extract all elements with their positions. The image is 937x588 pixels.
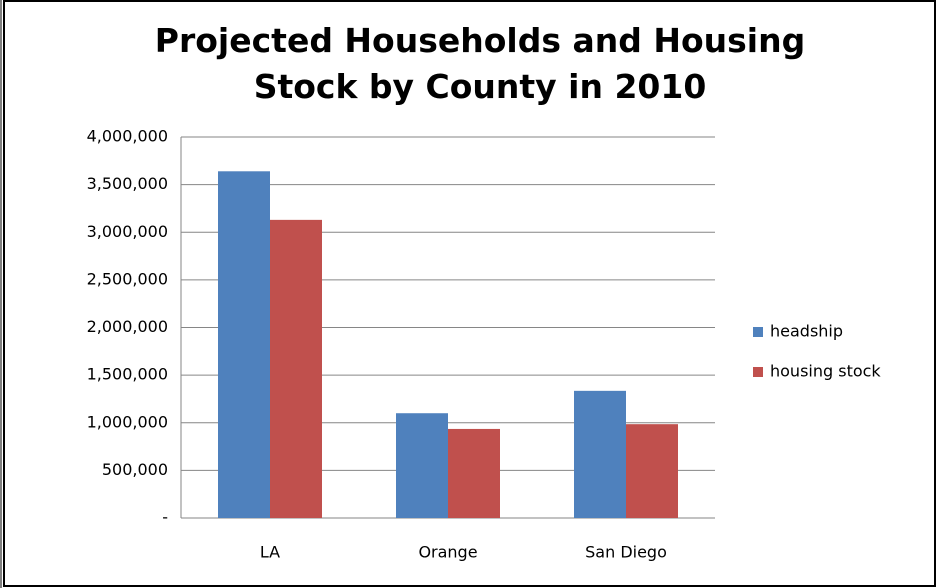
y-tick-label: 2,000,000 (87, 317, 168, 336)
bar (396, 413, 448, 518)
bar (626, 424, 678, 518)
y-tick-label: 500,000 (102, 460, 168, 479)
legend-swatch (753, 327, 763, 337)
y-tick-label: 2,500,000 (87, 269, 168, 288)
x-tick-label: San Diego (585, 543, 667, 562)
legend-swatch (753, 367, 763, 377)
y-tick-label: 1,500,000 (87, 365, 168, 384)
x-tick-label: LA (260, 543, 280, 562)
y-tick-label: 4,000,000 (87, 127, 168, 146)
y-tick-label: 3,500,000 (87, 174, 168, 193)
legend-label: housing stock (770, 362, 881, 381)
legend-label: headship (770, 322, 843, 341)
chart-title: Projected Households and Housing Stock b… (154, 21, 806, 106)
y-tick-label: 3,000,000 (87, 222, 168, 241)
bar (270, 219, 322, 518)
bar (218, 171, 270, 519)
y-tick-label: - (162, 508, 168, 527)
bar (574, 390, 626, 518)
x-tick-label: Orange (418, 543, 477, 562)
frame (3, 0, 936, 587)
bar (448, 428, 500, 518)
y-tick-label: 1,000,000 (87, 412, 168, 431)
